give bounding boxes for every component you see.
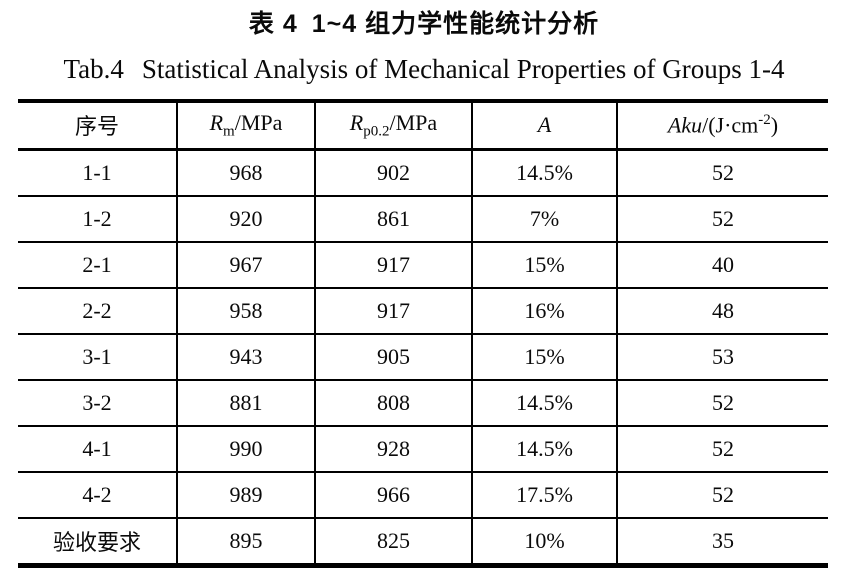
table-cell: 861 <box>314 195 472 243</box>
table-cell: 1-2 <box>18 195 177 243</box>
table-row: 2-2 958 917 16% 48 <box>18 287 828 335</box>
table-cell: 920 <box>176 195 315 243</box>
table-cell: 808 <box>314 379 472 427</box>
header-symbol: R <box>349 109 364 135</box>
column-header-rp02: Rp0.2/MPa <box>314 100 472 151</box>
table-cell: 968 <box>176 149 315 197</box>
header-symbol: R <box>209 109 224 135</box>
column-header-a: A <box>471 100 617 151</box>
table-cell: 15% <box>471 241 617 289</box>
table-row: 4-2 989 966 17.5% 52 <box>18 471 828 519</box>
caption-english-label: Tab.4 <box>63 54 124 85</box>
table-cell: 958 <box>176 287 315 335</box>
caption-chinese-text: 1~4 组力学性能统计分析 <box>311 10 600 38</box>
table-cell: 902 <box>314 149 472 197</box>
header-text: 序号 <box>74 114 119 140</box>
table-cell: 10% <box>471 517 617 566</box>
table-row: 1-2 920 861 7% 52 <box>18 195 828 243</box>
table-cell: 15% <box>471 333 617 381</box>
table-cell: 989 <box>176 471 315 519</box>
header-unit: /MPa <box>389 109 438 135</box>
header-row: 序号 Rm/MPa Rp0.2/MPa A Aku/(J·cm-2) <box>18 100 828 151</box>
column-header-aku: Aku/(J·cm-2) <box>616 100 828 151</box>
header-subscript: m <box>223 123 235 140</box>
column-header-serial: 序号 <box>18 100 177 151</box>
header-superscript: -2 <box>758 111 771 128</box>
table-cell: 905 <box>314 333 472 381</box>
mechanical-properties-table: 序号 Rm/MPa Rp0.2/MPa A Aku/(J·cm-2) 1-1 9… <box>18 98 828 568</box>
header-unit: /MPa <box>234 109 283 135</box>
table-cell: 52 <box>616 425 828 473</box>
table-cell: 967 <box>176 241 315 289</box>
header-symbol: A <box>537 112 552 138</box>
table-cell: 895 <box>176 517 315 566</box>
table-cell: 52 <box>616 195 828 243</box>
table-cell: 3-1 <box>18 333 177 381</box>
table-cell: 14.5% <box>471 149 617 197</box>
table-row: 1-1 968 902 14.5% 52 <box>18 149 828 197</box>
table-cell: 52 <box>616 149 828 197</box>
table-row: 3-1 943 905 15% 53 <box>18 333 828 381</box>
table-cell: 7% <box>471 195 617 243</box>
table-cell: 1-1 <box>18 149 177 197</box>
caption-english-text: Statistical Analysis of Mechanical Prope… <box>141 54 785 85</box>
table-cell: 943 <box>176 333 315 381</box>
table-cell: 52 <box>616 379 828 427</box>
table-cell: 48 <box>616 287 828 335</box>
table-cell: 990 <box>176 425 315 473</box>
header-unit: /(J·cm <box>702 112 759 138</box>
table-cell: 2-1 <box>18 241 177 289</box>
table-cell: 验收要求 <box>52 529 141 555</box>
table-cell: 917 <box>314 287 472 335</box>
header-subscript: p0.2 <box>363 123 390 140</box>
header-symbol: Aku <box>667 112 703 138</box>
caption-chinese-label: 表 4 <box>248 10 298 38</box>
table-row: 2-1 967 917 15% 40 <box>18 241 828 289</box>
table-cell: 14.5% <box>471 425 617 473</box>
table-cell: 52 <box>616 471 828 519</box>
table-cell: 4-1 <box>18 425 177 473</box>
table-cell: 881 <box>176 379 315 427</box>
table-cell: 35 <box>616 517 828 566</box>
table-cell: 16% <box>471 287 617 335</box>
table-caption-chinese: 表 4 1~4 组力学性能统计分析 <box>0 0 848 40</box>
table-row: 4-1 990 928 14.5% 52 <box>18 425 828 473</box>
table-cell: 17.5% <box>471 471 617 519</box>
table-cell: 3-2 <box>18 379 177 427</box>
table-row: 3-2 881 808 14.5% 52 <box>18 379 828 427</box>
table-cell: 917 <box>314 241 472 289</box>
table-cell: 14.5% <box>471 379 617 427</box>
table-cell: 53 <box>616 333 828 381</box>
table-cell: 966 <box>314 471 472 519</box>
column-header-rm: Rm/MPa <box>176 100 315 151</box>
table-cell: 928 <box>314 425 472 473</box>
table-row: 验收要求 895 825 10% 35 <box>18 517 828 566</box>
table-cell: 825 <box>314 517 472 566</box>
header-unit-close: ) <box>770 112 779 138</box>
table-cell: 2-2 <box>18 287 177 335</box>
table-cell: 4-2 <box>18 471 177 519</box>
table-caption-english: Tab.4 Statistical Analysis of Mechanical … <box>0 53 848 85</box>
table-cell: 40 <box>616 241 828 289</box>
